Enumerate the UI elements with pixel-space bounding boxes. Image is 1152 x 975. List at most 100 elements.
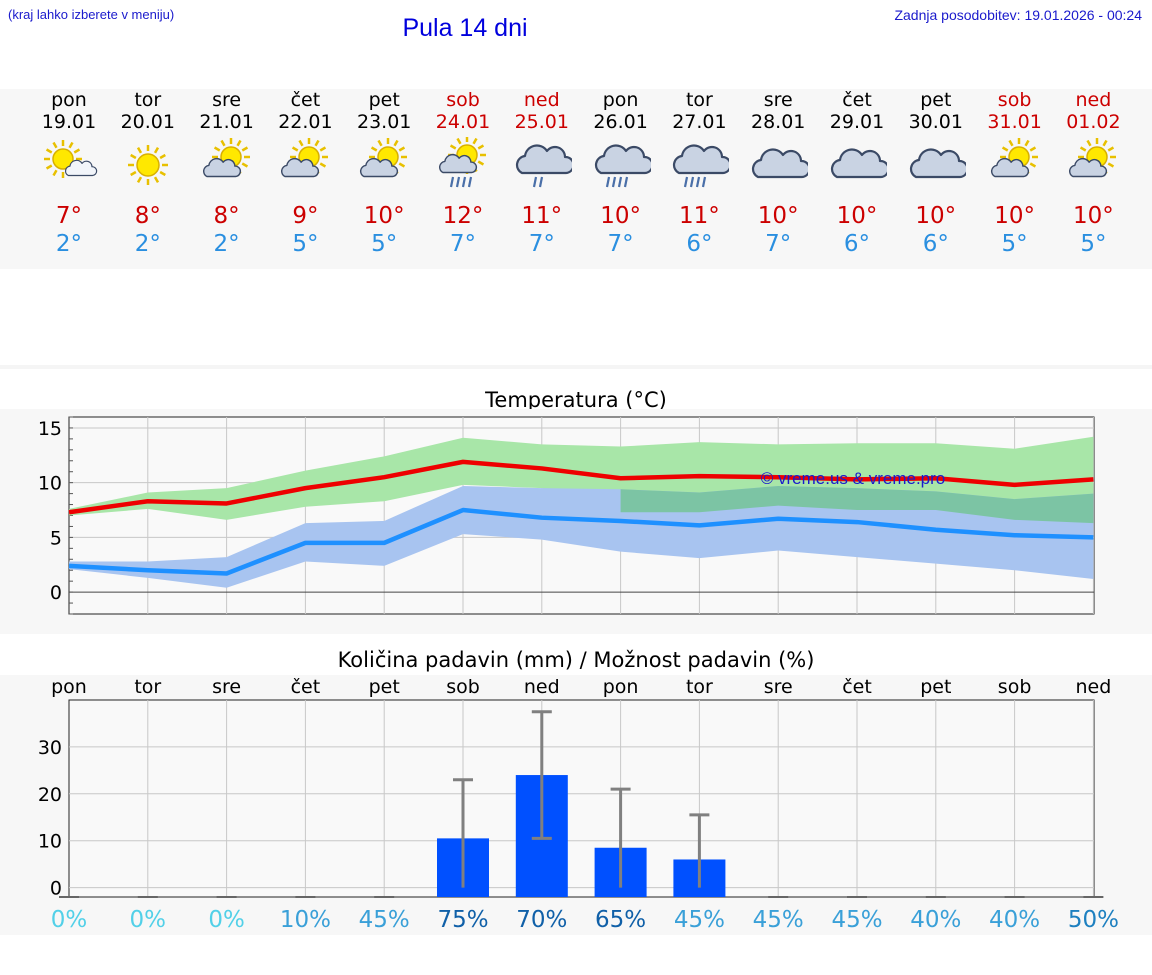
day-name: čet [290,89,321,111]
cloud-icon [830,148,887,179]
x-category-label: ned [524,676,560,698]
max-temp: 7° [55,203,83,229]
day-name: pon [602,89,639,111]
cloud-rain-light-icon [515,144,572,188]
cloud-rain-icon [673,144,730,188]
precip-probability: 40% [989,907,1040,933]
forecast-day: pet 23.01 10° 5° [344,89,424,258]
precip-probability: 45% [359,907,410,933]
day-name: tor [685,89,713,111]
min-temp: 5° [292,231,319,257]
sun-cloud-icon [990,138,1038,178]
min-temp-line [68,507,1094,576]
min-temp: 7° [607,231,634,257]
day-name: sob [997,89,1032,111]
x-category-label: tor [686,676,713,698]
x-category-label: čet [291,676,321,698]
y-tick-label: 20 [38,784,62,806]
max-temp: 12° [442,203,484,229]
day-date: 19.01 [41,111,97,133]
y-tick-label: 0 [50,878,62,900]
cloud-icon [909,148,966,179]
precip-probability: 10% [280,907,331,933]
y-tick-label: 30 [38,737,62,759]
sun-icon [127,145,168,185]
forecast-day: čet 22.01 9° 5° [265,89,345,258]
cloud-rain-icon [594,144,651,188]
y-tick-label: 5 [50,527,62,549]
day-name: sre [212,89,242,111]
min-temp: 2° [134,231,161,257]
max-temp: 10° [757,203,799,229]
precip-probability: 65% [595,907,646,933]
min-temp: 2° [213,231,240,257]
max-temp: 10° [363,203,405,229]
x-category-label: pet [920,676,951,698]
day-date: 21.01 [199,111,254,133]
day-date: 28.01 [750,111,806,133]
day-date: 22.01 [278,111,333,133]
forecast-day: sob 24.01 12° 7° [423,89,503,258]
max-temp: 11° [521,203,563,229]
forecast-day: tor 20.01 8° 2° [108,89,188,258]
min-temp: 6° [843,231,871,257]
day-date: 30.01 [908,111,963,133]
precipitation-chart: pon tor sre čet pet sob ned pon tor sre čet pet sob n… [0,675,1152,935]
y-tick-label: 10 [38,831,62,853]
day-name: tor [134,89,162,111]
sun-cloud-icon [281,138,329,178]
temperature-chart: 0 5 10 15 © vreme.us & vreme.pro [0,409,1152,634]
y-tick-label: 10 [38,473,62,495]
min-temp: 7° [765,231,792,257]
forecast-day: sre 28.01 10° 7° [738,89,818,258]
max-temp: 9° [292,203,319,229]
max-temp-line [68,459,1094,515]
day-name: čet [842,89,872,111]
forecast-day: pon 19.01 7° 2° [29,89,109,258]
last-updated: Zadnja posodobitev: 19.01.2026 - 00:24 [894,7,1142,23]
max-temp: 10° [915,203,957,229]
day-name: pet [368,89,400,111]
max-temp: 8° [213,203,240,229]
forecast-day: pet 30.01 10° 6° [896,89,976,258]
max-temp: 10° [1073,203,1114,229]
precip-probability: 50% [1068,907,1119,933]
min-temp: 2° [55,231,83,257]
max-temp: 10° [600,203,641,229]
sun-cloud-icon [360,138,408,178]
forecast-day: ned 01.02 10° 5° [1053,89,1133,258]
min-temp: 5° [1001,231,1028,257]
day-name: pon [51,89,87,111]
x-category-label: sre [212,676,241,698]
day-date: 24.01 [435,111,491,133]
x-category-label: pon [603,676,639,698]
precip-probability: 40% [910,907,961,933]
precip-probability: 0% [208,907,245,933]
min-temp: 6° [922,231,949,257]
max-temp: 10° [994,203,1035,229]
max-temp: 10° [836,203,878,229]
day-date: 20.01 [120,111,175,133]
page-title: Pula 14 dni [402,14,528,42]
forecast-day: čet 29.01 10° 6° [817,89,897,258]
max-temp: 8° [134,203,161,229]
precip-probability: 70% [516,907,567,933]
precip-probability: 45% [753,907,804,933]
x-category-label: pet [369,676,400,698]
y-tick-label: 15 [38,418,62,440]
day-name: sob [446,89,480,111]
x-category-label: sob [998,676,1032,698]
precip-probability: 45% [674,907,725,933]
min-temp-range-band [69,485,1094,588]
day-name: ned [523,89,560,111]
day-name: sre [763,89,793,111]
day-date: 29.01 [829,111,885,133]
sun-cloud-icon [202,138,250,178]
precip-probability: 0% [130,907,167,933]
x-category-label: sob [446,676,480,698]
forecast-strip [0,89,1152,269]
forecast-day: sre 21.01 8° 2° [187,89,267,258]
x-category-label: ned [1076,676,1112,698]
precip-probability: 75% [437,907,488,933]
day-date: 31.01 [987,111,1042,133]
